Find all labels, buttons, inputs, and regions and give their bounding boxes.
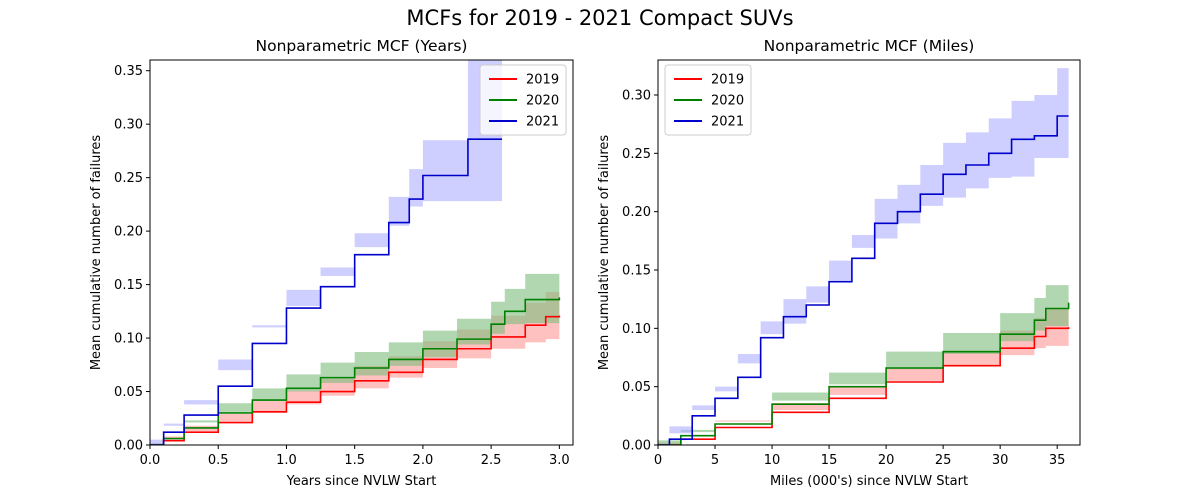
y-tick-label: 0.30 [114,118,143,133]
y-tick-label: 0.15 [114,278,143,293]
legend: 2019 2020 2021 [664,64,752,136]
legend-label: 2021 [711,115,744,130]
y-tick-label: 0.25 [114,171,143,186]
series-line-2021 [658,115,1069,445]
chart-years: 0.0 0.5 1.0 1.5 2.0 2.5 3.0 0.00 0.05 0.10 0.15 0.2… [89,37,574,489]
chart-title: Nonparametric MCF (Years) [256,37,468,55]
confidence-band-2020 [658,278,1069,445]
chart-title: Nonparametric MCF (Miles) [764,37,975,55]
y-tick-label: 0.10 [622,322,651,337]
y-tick-label: 0.30 [622,89,651,104]
y-tick-label: 0.25 [622,147,651,162]
confidence-band-2021 [658,68,1069,445]
x-axis-label: Miles (000's) since NVLW Start [770,474,968,489]
x-tick-label: 2.0 [413,453,434,468]
y-axis-label: Mean cumulative number of failures [89,135,104,371]
y-axis-label: Mean cumulative number of failures [597,135,612,371]
x-tick-label: 35 [1049,453,1066,468]
legend-box [479,64,567,136]
y-tick-label: 0.00 [622,439,651,454]
x-tick-label: 1.5 [344,453,365,468]
y-tick-label: 0.20 [114,225,143,240]
y-tick-label: 0.05 [114,385,143,400]
y-tick-label: 0.05 [622,380,651,395]
x-tick-label: 0.5 [208,453,229,468]
x-tick-label: 10 [764,453,781,468]
x-tick-label: 5 [711,453,719,468]
plot-area [658,68,1070,445]
series-line-2019 [150,315,561,445]
legend-label: 2019 [711,73,744,88]
legend-label: 2019 [526,73,559,88]
x-tick-label: 15 [821,453,838,468]
legend-label: 2020 [711,94,744,109]
chart-miles: 0 5 10 15 20 25 30 35 0.00 0.05 0.10 0.15 0.20 0.25 0.… [597,37,1081,489]
series-line-2020 [150,297,561,445]
y-tick-label: 0.15 [622,264,651,279]
x-tick-label: 2.5 [481,453,502,468]
y-tick-label: 0.00 [114,439,143,454]
series-line-2020 [658,302,1070,445]
x-tick-label: 0 [654,453,662,468]
figure-title: MCFs for 2019 - 2021 Compact SUVs [406,6,793,30]
axes-frame [657,59,1081,446]
y-tick-label: 0.35 [114,64,143,79]
y-tick-label: 0.20 [622,205,651,220]
confidence-band-2020 [150,269,560,445]
x-tick-label: 20 [878,453,895,468]
y-tick-label: 0.10 [114,332,143,347]
legend-label: 2021 [526,115,559,130]
legend-label: 2020 [526,94,559,109]
legend-box [664,64,752,136]
x-tick-label: 30 [992,453,1009,468]
x-axis-label: Years since NVLW Start [286,474,437,489]
x-tick-label: 25 [935,453,952,468]
plot-area [150,60,561,445]
x-tick-label: 3.0 [549,453,570,468]
series-line-2021 [150,138,503,445]
x-tick-label: 1.0 [276,453,297,468]
legend: 2019 2020 2021 [479,64,567,136]
axes-frame [149,59,574,446]
x-tick-label: 0.0 [140,453,161,468]
